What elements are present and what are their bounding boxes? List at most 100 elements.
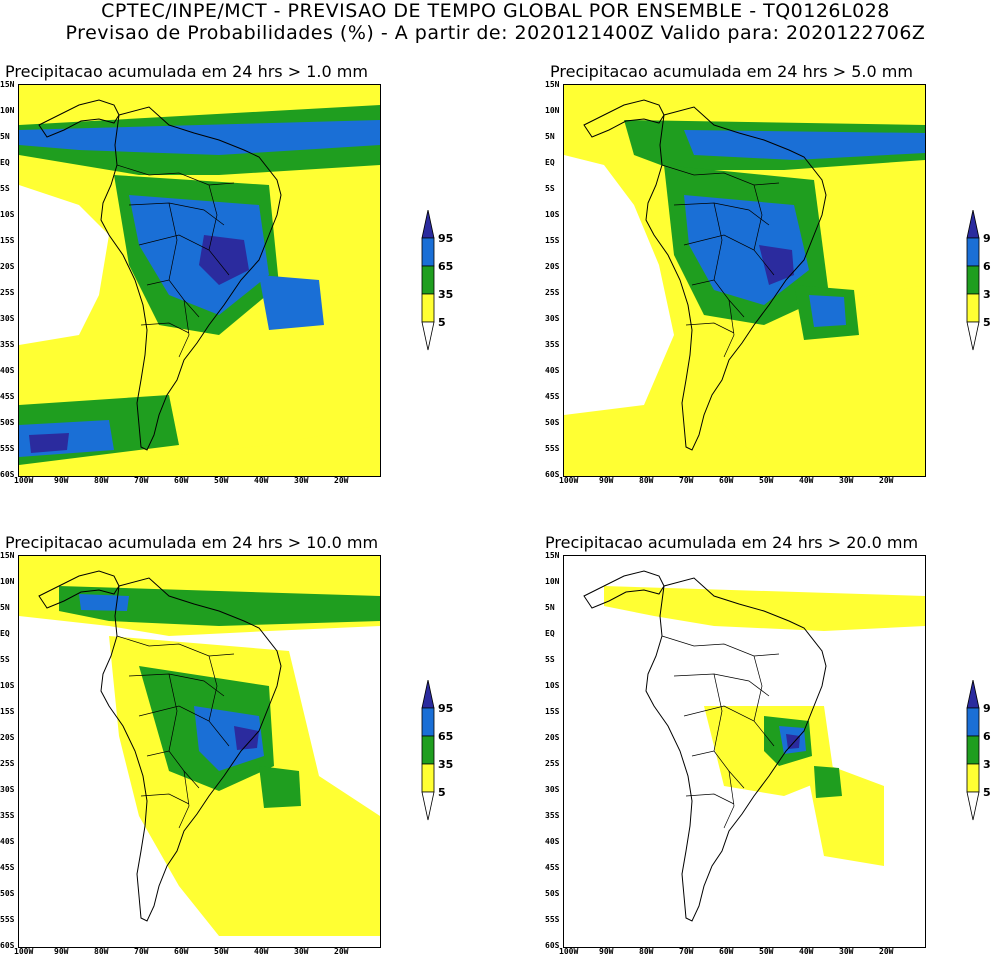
lat-tick-label: 55S <box>0 444 15 453</box>
colorbar-label: 65 <box>438 730 454 743</box>
coastline-south-america <box>645 577 827 922</box>
colorbar-strip <box>966 679 980 821</box>
lon-tick-label: 30W <box>294 947 309 956</box>
lat-tick-label: 50S <box>545 418 560 427</box>
lat-tick-label: 15S <box>0 236 15 245</box>
lon-tick-label: 70W <box>134 947 149 956</box>
lon-tick-label: 50W <box>759 476 774 485</box>
lat-tick-label: 45S <box>545 863 560 872</box>
lon-tick-label: 40W <box>254 476 269 485</box>
lat-tick-label: 50S <box>0 889 15 898</box>
header-line-2: Previsao de Probabilidades (%) - A parti… <box>65 22 926 44</box>
colorbar-legend: 95 65 35 5 <box>965 209 991 360</box>
lat-tick-label: 30S <box>545 314 560 323</box>
lat-tick-label: 5S <box>0 184 10 193</box>
probability-area-p65 <box>684 130 925 160</box>
lat-tick-label: 30S <box>0 785 15 794</box>
map-canvas <box>19 556 380 936</box>
probability-area-p5 <box>714 285 925 465</box>
colorbar-segment <box>421 237 435 267</box>
coastline-central-america <box>583 99 665 138</box>
lon-tick-label: 60W <box>174 947 189 956</box>
lat-tick-label: 45S <box>545 392 560 401</box>
country-border <box>713 673 723 752</box>
colorbar-strip <box>966 209 980 351</box>
lon-tick-label: 50W <box>759 947 774 956</box>
lat-tick-label: 15S <box>545 707 560 716</box>
lat-tick-label: 20S <box>545 733 560 742</box>
country-border <box>138 234 230 276</box>
lon-tick-label: 80W <box>94 947 109 956</box>
lon-tick-label: 20W <box>879 947 894 956</box>
lat-tick-label: 20S <box>0 262 15 271</box>
lat-tick-label: EQ <box>0 629 10 638</box>
lat-tick-label: 45S <box>0 863 15 872</box>
panel-title: Precipitacao acumulada em 24 hrs > 10.0 … <box>5 533 379 552</box>
lon-tick-label: 70W <box>134 476 149 485</box>
lat-tick-label: 5S <box>545 655 555 664</box>
lon-tick-label: 20W <box>334 947 349 956</box>
country-border <box>683 705 775 747</box>
colorbar-strip <box>421 209 435 351</box>
lon-tick-label: 20W <box>879 476 894 485</box>
lon-tick-label: 30W <box>294 476 309 485</box>
country-border <box>685 322 735 334</box>
colorbar-label: 5 <box>438 786 446 799</box>
lat-tick-label: 20S <box>545 262 560 271</box>
colorbar-label: 5 <box>983 316 991 329</box>
lat-tick-label: 5N <box>545 132 555 141</box>
colorbar-label: 65 <box>983 260 991 273</box>
country-border <box>128 673 225 697</box>
lat-tick-label: 25S <box>545 288 560 297</box>
colorbar-segment <box>966 707 980 737</box>
country-border <box>146 279 200 318</box>
lat-tick-label: 10N <box>0 106 15 115</box>
colorbar-label: 35 <box>438 288 454 301</box>
lat-tick-label: EQ <box>0 158 10 167</box>
panel-title: Precipitacao acumulada em 24 hrs > 5.0 m… <box>550 62 913 81</box>
probability-map <box>563 555 926 948</box>
country-border <box>753 655 763 722</box>
colorbar-label: 95 <box>438 702 454 715</box>
lat-tick-label: 10N <box>0 577 15 586</box>
country-border <box>140 793 190 805</box>
colorbar-segment <box>421 321 435 351</box>
probability-area-p35 <box>259 766 301 808</box>
lat-tick-label: 5S <box>0 655 10 664</box>
map-panel-1mm: Precipitacao acumulada em 24 hrs > 1.0 m… <box>0 62 480 485</box>
lat-tick-label: 60S <box>0 470 15 479</box>
colorbar-label: 5 <box>983 786 991 799</box>
lat-tick-label: 15S <box>545 236 560 245</box>
colorbar-segment <box>421 265 435 295</box>
probability-area-p65 <box>194 706 264 771</box>
probability-area-p35 <box>59 586 380 626</box>
colorbar-segment <box>966 265 980 295</box>
map-panel-5mm: Precipitacao acumulada em 24 hrs > 5.0 m… <box>545 62 991 485</box>
lat-tick-label: 15N <box>0 80 15 89</box>
lon-tick-label: 20W <box>334 476 349 485</box>
lat-tick-label: 35S <box>545 811 560 820</box>
colorbar-segment <box>966 791 980 821</box>
colorbar-label: 35 <box>438 758 454 771</box>
lon-tick-label: 40W <box>799 476 814 485</box>
lat-tick-label: 40S <box>0 366 15 375</box>
lat-tick-label: 15N <box>545 80 560 89</box>
country-border <box>208 655 218 722</box>
colorbar-segment <box>421 293 435 323</box>
country-border <box>673 673 770 697</box>
colorbar-label: 65 <box>983 730 991 743</box>
country-border <box>673 202 770 226</box>
lon-tick-label: 100W <box>559 476 579 485</box>
country-border <box>138 705 230 747</box>
coastline-south-america <box>100 106 282 451</box>
colorbar-segment <box>966 293 980 323</box>
lat-tick-label: 35S <box>0 340 15 349</box>
colorbar-segment <box>421 707 435 737</box>
country-border <box>178 299 190 358</box>
country-border <box>691 750 745 789</box>
coastline-south-america <box>645 106 827 451</box>
probability-area-p65 <box>79 594 129 611</box>
map-canvas <box>19 85 380 476</box>
lat-tick-label: 15N <box>545 551 560 560</box>
lat-tick-label: 40S <box>0 837 15 846</box>
